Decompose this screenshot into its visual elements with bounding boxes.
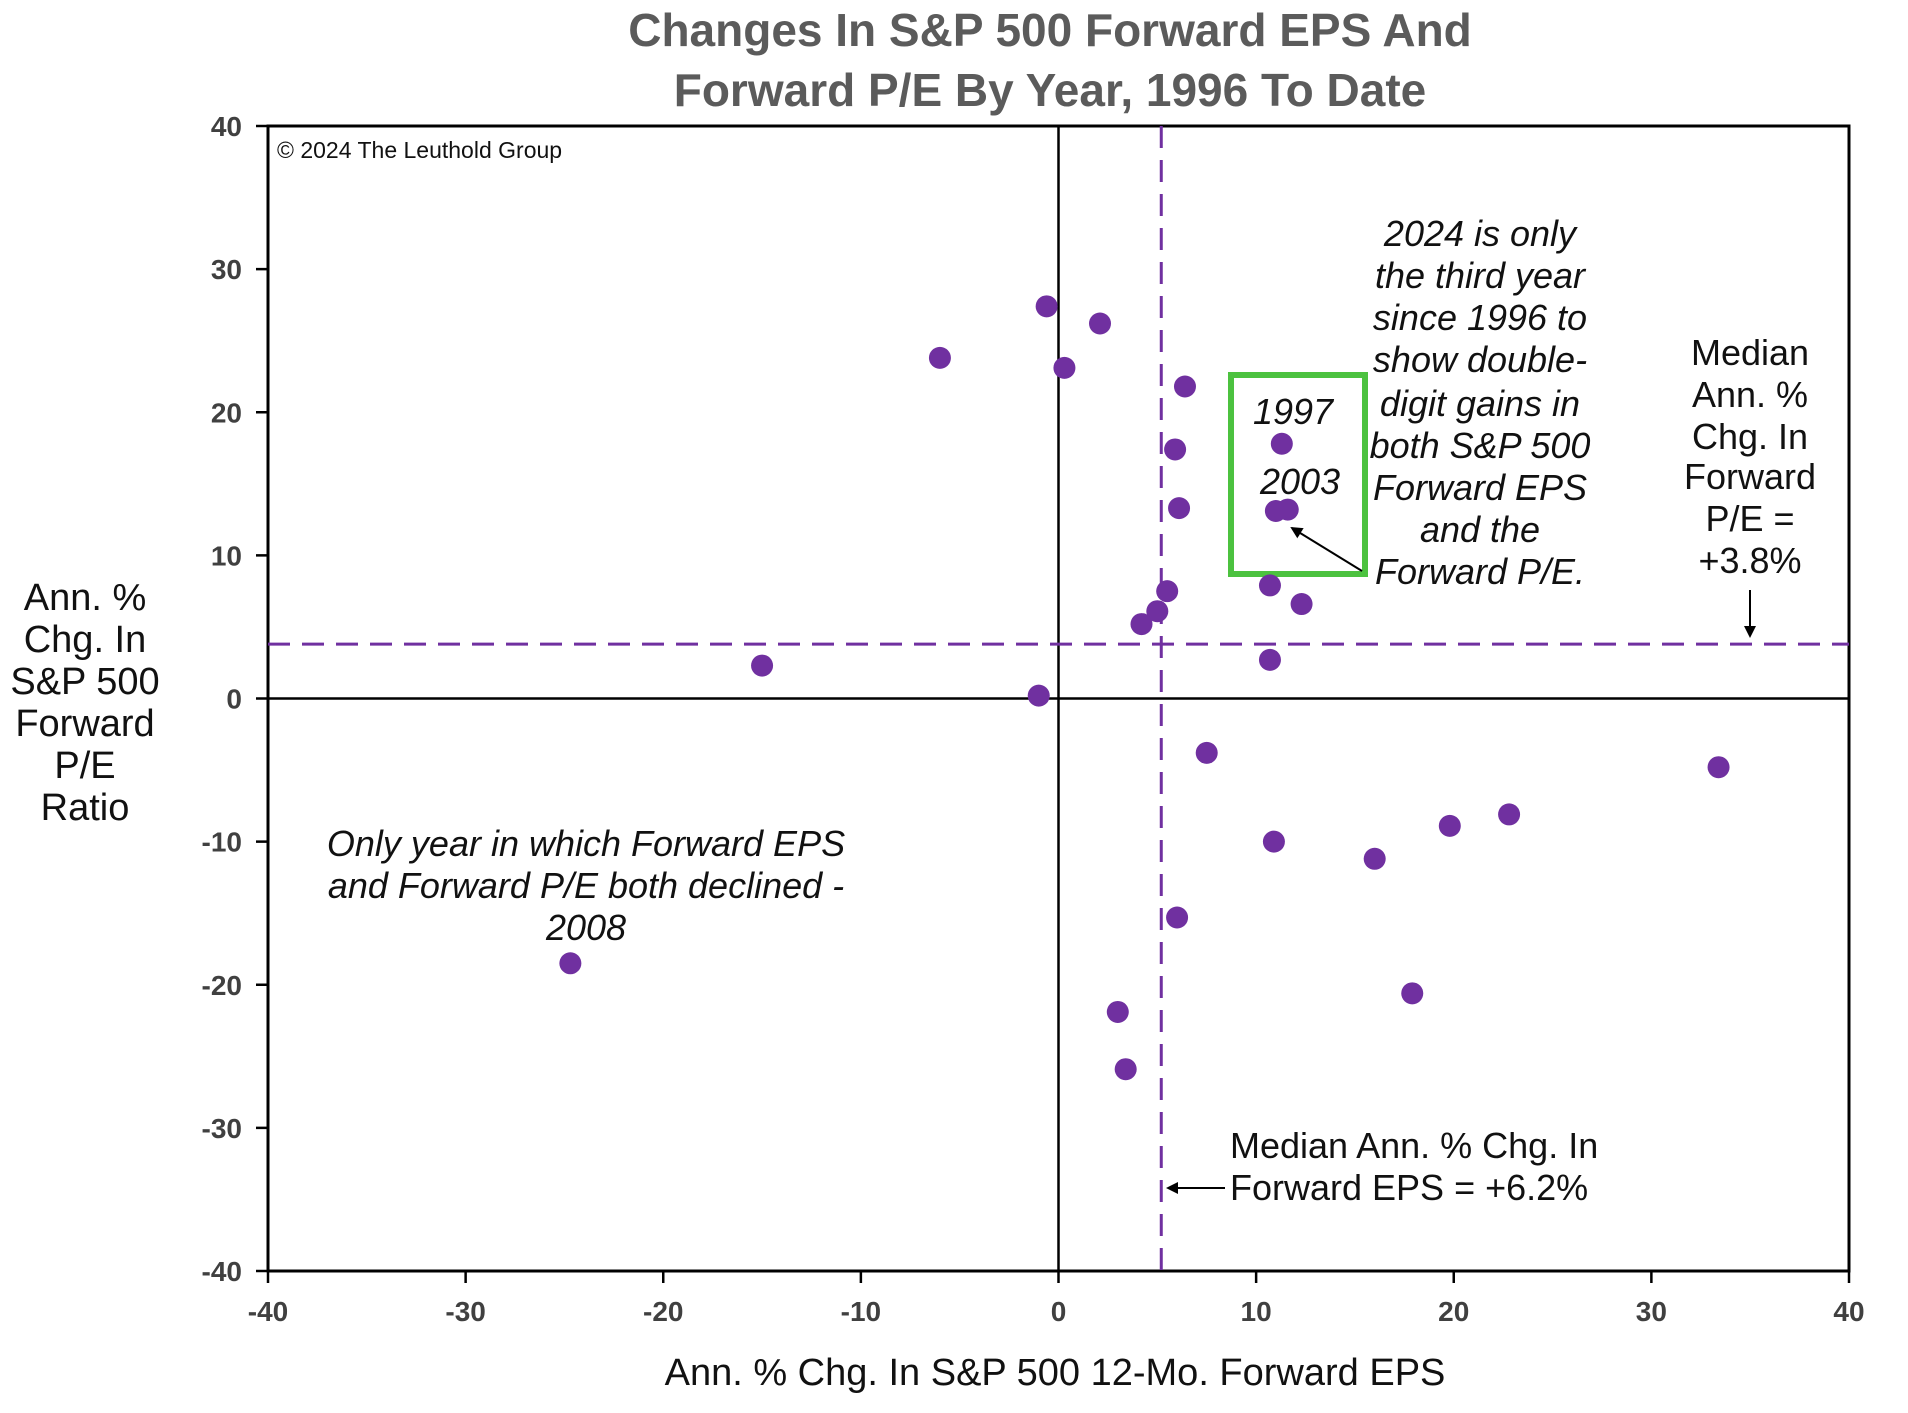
x-axis-ticks: -40 -30 -20 -10 0 10 20 30 40 bbox=[248, 1271, 1865, 1327]
data-point bbox=[1053, 356, 1076, 379]
x-tick-label: -10 bbox=[841, 1296, 881, 1327]
data-point bbox=[1146, 600, 1169, 623]
y-axis-label-line-5: P/E bbox=[54, 745, 115, 787]
y-tick-label: -20 bbox=[202, 970, 242, 1001]
y-axis-label-line-4: Forward bbox=[15, 703, 154, 745]
data-point bbox=[1173, 375, 1196, 398]
y-tick-label: 30 bbox=[211, 254, 242, 285]
x-axis-label: Ann. % Chg. In S&P 500 12-Mo. Forward EP… bbox=[665, 1352, 1446, 1394]
chart-title-line-2: Forward P/E By Year, 1996 To Date bbox=[674, 64, 1427, 116]
highlight-year-2003: 2003 bbox=[1259, 461, 1340, 502]
highlight-box-1997-2003 bbox=[1228, 372, 1368, 577]
chart-title-line-1: Changes In S&P 500 Forward EPS And bbox=[628, 4, 1472, 56]
x-tick-label: 10 bbox=[1241, 1296, 1272, 1327]
x-tick-label: 20 bbox=[1438, 1296, 1469, 1327]
y-tick-label: -10 bbox=[202, 827, 242, 858]
y-tick-label: 10 bbox=[211, 540, 242, 571]
data-point bbox=[751, 654, 774, 677]
data-point bbox=[1130, 613, 1153, 636]
x-tick-label: -40 bbox=[248, 1296, 288, 1327]
y-axis-ticks: 40 30 20 10 0 -10 -20 -30 -40 bbox=[202, 111, 268, 1287]
y-axis-label-line-3: S&P 500 bbox=[10, 661, 159, 703]
data-point bbox=[1195, 741, 1218, 764]
data-point bbox=[1168, 497, 1191, 520]
data-point bbox=[1270, 432, 1293, 455]
data-point bbox=[1498, 803, 1521, 826]
data-point bbox=[1258, 574, 1281, 597]
data-point bbox=[1258, 648, 1281, 671]
highlight-year-1997: 1997 bbox=[1253, 391, 1335, 432]
x-tick-label: -30 bbox=[445, 1296, 485, 1327]
median-pe-note-line-2: Ann. % bbox=[1692, 374, 1808, 415]
decline-note-line-2: and Forward P/E both declined - bbox=[328, 865, 844, 906]
y-axis-label-line-1: Ann. % bbox=[24, 577, 147, 619]
median-eps-note-line-1: Median Ann. % Chg. In bbox=[1230, 1125, 1598, 1166]
median-pe-note-line-6: +3.8% bbox=[1698, 540, 1801, 581]
data-point bbox=[1156, 580, 1179, 603]
highlight-arrow bbox=[1290, 526, 1363, 572]
median-pe-note-line-3: Chg. In bbox=[1692, 416, 1808, 457]
data-point bbox=[1290, 593, 1313, 616]
y-tick-label: -30 bbox=[202, 1113, 242, 1144]
median-eps-note-line-2: Forward EPS = +6.2% bbox=[1230, 1167, 1588, 1208]
data-point bbox=[1114, 1058, 1137, 1081]
median-pe-note: Median Ann. % Chg. In Forward P/E = +3.8… bbox=[1684, 332, 1816, 581]
data-point bbox=[1106, 1000, 1129, 1023]
data-point bbox=[1707, 756, 1730, 779]
median-pe-note-line-5: P/E = bbox=[1705, 498, 1794, 539]
data-point bbox=[928, 346, 951, 369]
third-year-note-line-9: Forward P/E. bbox=[1375, 551, 1585, 592]
median-eps-note: Median Ann. % Chg. In Forward EPS = +6.2… bbox=[1230, 1125, 1598, 1208]
copyright-text: © 2024 The Leuthold Group bbox=[277, 137, 562, 163]
x-tick-label: 0 bbox=[1051, 1296, 1067, 1327]
data-point bbox=[559, 952, 582, 975]
third-year-note-line-4: show double- bbox=[1373, 339, 1587, 380]
y-axis-label-line-6: Ratio bbox=[41, 787, 130, 829]
data-point bbox=[1164, 438, 1187, 461]
y-axis-label: Ann. % Chg. In S&P 500 Forward P/E Ratio bbox=[10, 577, 159, 829]
third-year-note-line-7: Forward EPS bbox=[1373, 467, 1587, 508]
y-axis-label-line-2: Chg. In bbox=[24, 619, 147, 661]
decline-note-line-3: 2008 bbox=[545, 907, 626, 948]
data-point bbox=[1276, 498, 1299, 521]
scatter-points bbox=[559, 295, 1730, 1081]
y-tick-label: 20 bbox=[211, 397, 242, 428]
x-tick-label: 40 bbox=[1833, 1296, 1864, 1327]
third-year-note-line-8: and the bbox=[1420, 509, 1540, 550]
decline-note-line-1: Only year in which Forward EPS bbox=[327, 823, 845, 864]
x-tick-label: 30 bbox=[1636, 1296, 1667, 1327]
y-tick-label: 0 bbox=[226, 684, 242, 715]
third-year-note-line-1: 2024 is only bbox=[1383, 213, 1578, 254]
third-year-note-line-3: since 1996 to bbox=[1373, 297, 1587, 338]
data-point bbox=[1401, 982, 1424, 1005]
x-tick-label: -20 bbox=[643, 1296, 683, 1327]
y-tick-label: -40 bbox=[202, 1256, 242, 1287]
data-point bbox=[1089, 312, 1112, 335]
third-year-note-line-6: both S&P 500 bbox=[1370, 425, 1591, 466]
data-point bbox=[1027, 684, 1050, 707]
median-pe-note-line-4: Forward bbox=[1684, 456, 1816, 497]
y-tick-label: 40 bbox=[211, 111, 242, 142]
data-point bbox=[1438, 814, 1461, 837]
decline-note: Only year in which Forward EPS and Forwa… bbox=[327, 823, 845, 948]
third-year-note-line-2: the third year bbox=[1375, 255, 1587, 296]
data-point bbox=[1262, 830, 1285, 853]
third-year-note-line-5: digit gains in bbox=[1380, 383, 1580, 424]
third-year-note: 2024 is only the third year since 1996 t… bbox=[1370, 213, 1591, 592]
median-pe-note-line-1: Median bbox=[1691, 332, 1809, 373]
data-point bbox=[1035, 295, 1058, 318]
data-point bbox=[1166, 906, 1189, 929]
data-point bbox=[1363, 847, 1386, 870]
